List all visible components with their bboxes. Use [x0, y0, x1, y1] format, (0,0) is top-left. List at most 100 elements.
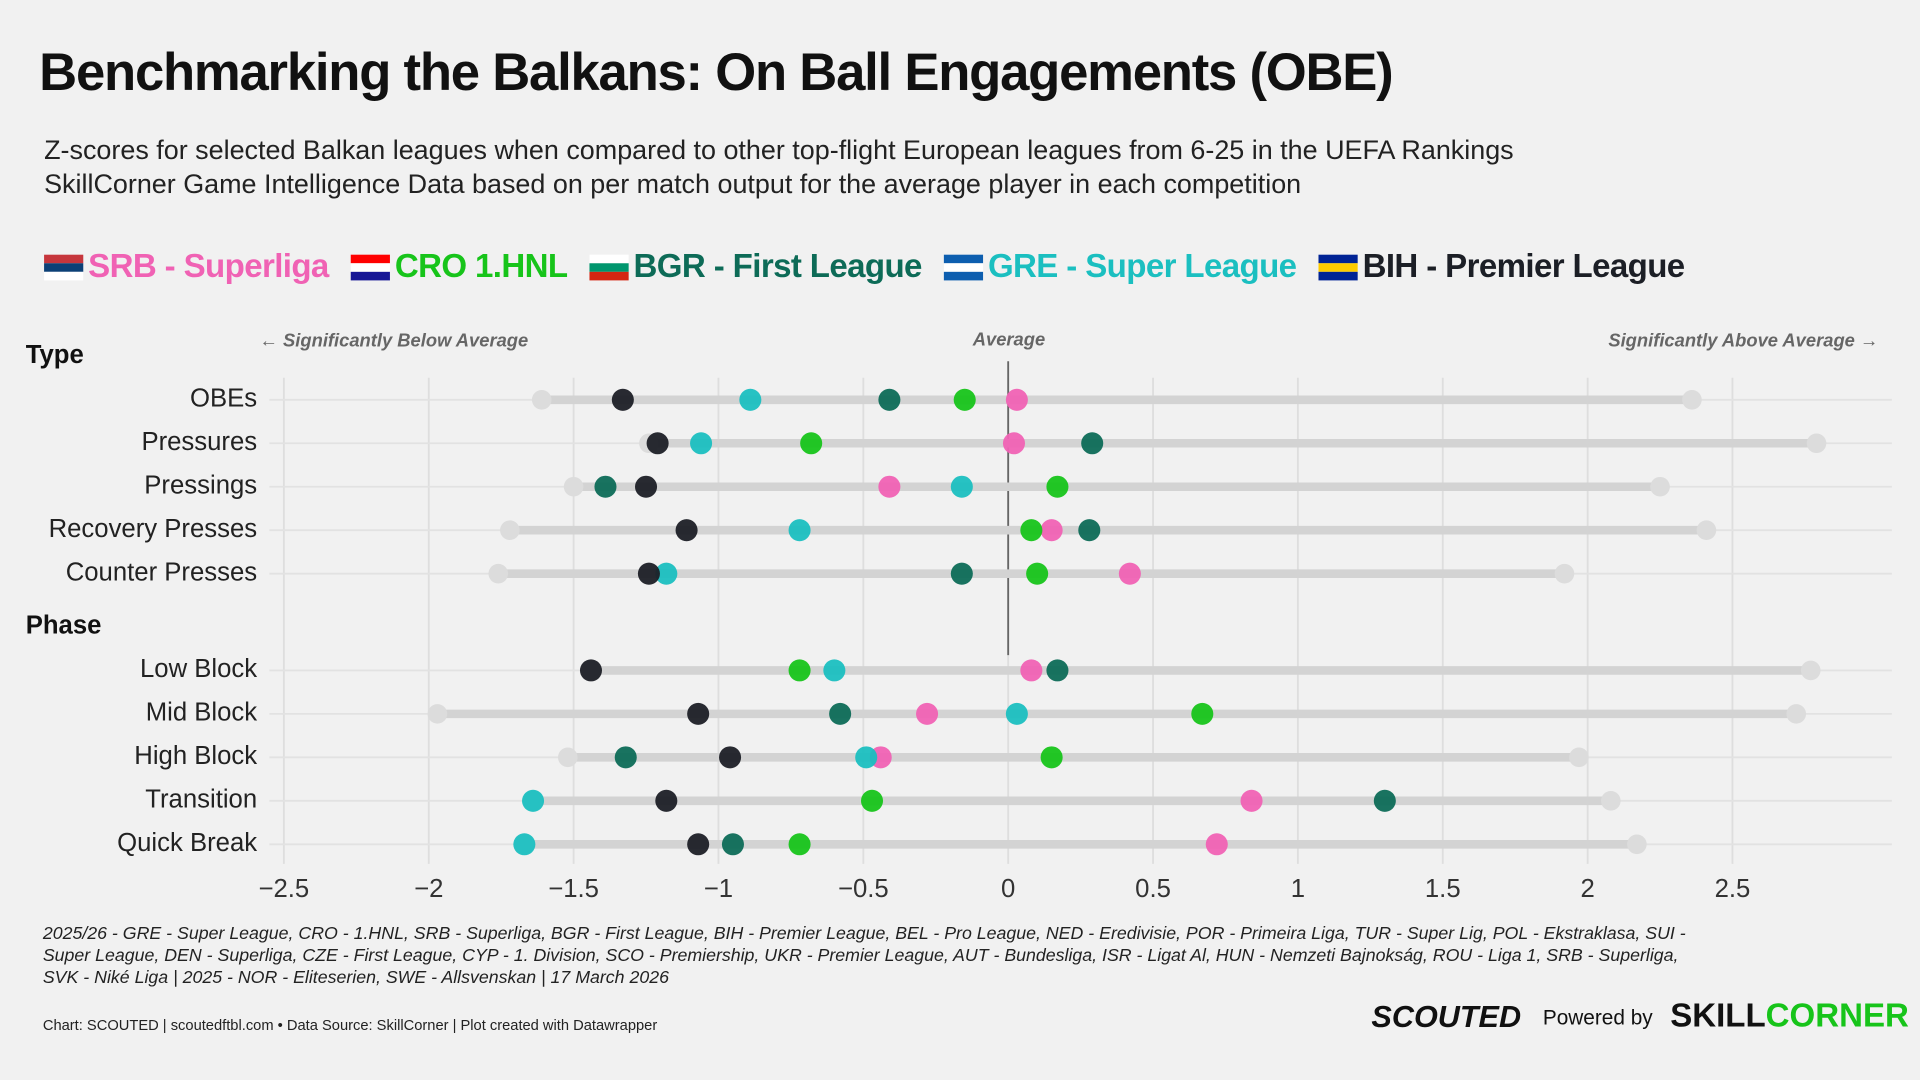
dot — [823, 659, 846, 682]
dot — [690, 432, 713, 455]
dot — [635, 475, 658, 498]
dot — [1205, 833, 1228, 856]
row-label: Pressures — [141, 428, 257, 456]
subtitle: Z-scores for selected Balkan leagues whe… — [44, 135, 1514, 165]
range-end — [1806, 433, 1827, 454]
range-end — [427, 704, 448, 724]
x-tick-label: 1 — [1291, 875, 1305, 903]
range-end — [1696, 520, 1717, 540]
annotation: ← Significantly Below Average — [260, 329, 529, 350]
range-end — [1569, 747, 1589, 768]
legend-flag — [44, 254, 84, 264]
x-tick-label: −2 — [414, 875, 443, 903]
dot — [1020, 519, 1043, 542]
legend-flag — [943, 263, 984, 272]
range-end — [558, 747, 578, 768]
dot — [719, 746, 742, 769]
x-tick-label: −1 — [704, 875, 733, 903]
dot — [1020, 659, 1043, 682]
range-end — [1627, 834, 1647, 855]
legend-label: BIH - Premier League — [1363, 248, 1685, 285]
dot — [522, 789, 545, 812]
dot — [788, 659, 811, 682]
range-end — [1601, 791, 1621, 811]
x-tick-label: −2.5 — [258, 875, 309, 903]
range-end — [563, 476, 584, 497]
x-tick-label: 0 — [1001, 875, 1015, 903]
x-tick-label: 0.5 — [1135, 875, 1171, 903]
dot — [855, 746, 878, 769]
logo-text: Powered by — [1543, 1006, 1653, 1029]
legend-flag — [350, 254, 390, 264]
logo: SKILLCORNER — [1670, 997, 1909, 1034]
range-end — [531, 390, 552, 410]
dot — [655, 562, 678, 585]
x-tick-label: 1.5 — [1425, 875, 1461, 903]
range-end — [1786, 704, 1807, 724]
x-tick-label: 2 — [1580, 875, 1594, 903]
row-label: Recovery Presses — [49, 515, 258, 543]
dot — [646, 432, 669, 455]
dot — [1078, 519, 1101, 542]
dot — [1191, 702, 1214, 725]
range-end — [1682, 390, 1702, 410]
dot — [1373, 789, 1396, 812]
dot — [1046, 475, 1069, 498]
group-label: Phase — [26, 612, 102, 640]
dot — [829, 702, 852, 725]
dot — [721, 833, 744, 856]
row-label: Pressings — [144, 472, 257, 500]
dot — [1040, 519, 1063, 542]
legend-flag — [44, 263, 84, 272]
x-tick-label: −1.5 — [548, 875, 599, 903]
legend-label: GRE - Super League — [988, 248, 1297, 285]
row-label: High Block — [134, 742, 257, 770]
legend-flag — [943, 271, 984, 281]
dot — [513, 833, 536, 856]
legend-flag — [1318, 254, 1358, 264]
legend-flag — [589, 254, 629, 264]
legend-flag — [1318, 263, 1358, 272]
group-label: Type — [26, 341, 84, 369]
range-end — [1554, 563, 1575, 584]
dot — [916, 702, 939, 725]
dot — [675, 519, 698, 542]
subtitle: SkillCorner Game Intelligence Data based… — [44, 169, 1301, 199]
legend-label: SRB - Superliga — [88, 248, 330, 285]
dot — [878, 388, 901, 411]
row-label: Counter Presses — [66, 558, 257, 586]
dot — [687, 702, 710, 725]
row-label: Quick Break — [117, 829, 257, 857]
annotation: Significantly Above Average → — [1608, 329, 1878, 350]
legend-flag — [943, 254, 984, 264]
dot — [1002, 432, 1025, 455]
annotation: Average — [972, 328, 1045, 349]
range-end — [500, 520, 520, 540]
row-label: Transition — [145, 786, 257, 814]
dot — [1040, 746, 1063, 769]
logo: SCOUTED — [1371, 1000, 1521, 1034]
dot — [1005, 702, 1028, 725]
footnote: Super League, DEN - Superliga, CZE - Fir… — [43, 945, 1679, 965]
x-tick-label: −0.5 — [838, 875, 889, 903]
dot — [788, 519, 811, 542]
dot — [860, 789, 884, 812]
legend-label: BGR - First League — [634, 248, 923, 285]
chart-title: Benchmarking the Balkans: On Ball Engage… — [39, 43, 1392, 102]
row-label: Mid Block — [146, 699, 258, 727]
legend-flag — [589, 263, 629, 272]
dot — [1046, 659, 1069, 682]
footnote: 2025/26 - GRE - Super League, CRO - 1.HN… — [42, 923, 1686, 943]
dot — [594, 475, 617, 498]
row-label: OBEs — [190, 385, 257, 413]
dot — [1026, 562, 1049, 585]
dot — [614, 746, 637, 769]
legend-flag — [350, 271, 390, 281]
legend-flag — [44, 271, 84, 281]
dot — [1240, 789, 1263, 812]
logo-part: CORNER — [1766, 997, 1909, 1034]
range-end — [488, 563, 509, 584]
dot — [788, 833, 811, 856]
